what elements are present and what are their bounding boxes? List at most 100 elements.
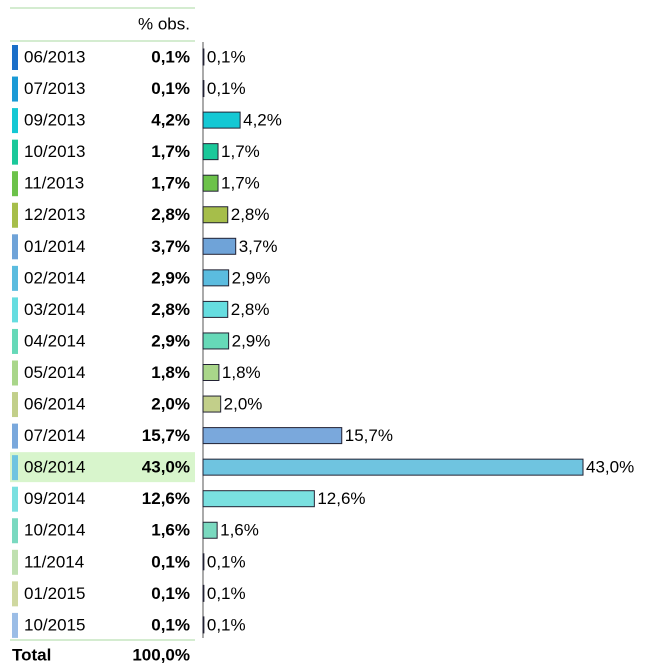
row-label: 12/2013: [24, 205, 85, 224]
bar: [202, 80, 205, 98]
row-value: 2,8%: [151, 205, 190, 224]
row-value: 3,7%: [151, 237, 190, 256]
bar: [202, 616, 205, 634]
bar-label: 0,1%: [207, 584, 246, 603]
bar: [202, 111, 241, 129]
bar: [202, 143, 219, 161]
bar-label: 2,8%: [231, 205, 270, 224]
row-value: 43,0%: [142, 458, 190, 477]
row-value: 0,1%: [151, 552, 190, 571]
bar-label: 0,1%: [207, 47, 246, 66]
row-value: 0,1%: [151, 584, 190, 603]
bar: [202, 364, 220, 381]
row-label: 08/2014: [24, 458, 85, 477]
row-swatch: [12, 76, 18, 102]
bar-label: 15,7%: [345, 426, 393, 445]
column-header: % obs.: [138, 14, 190, 33]
bar: [202, 458, 584, 476]
row-label: 05/2014: [24, 363, 85, 382]
bar: [202, 237, 237, 255]
row-value: 1,7%: [151, 174, 190, 193]
bar: [202, 490, 315, 508]
row-value: 12,6%: [142, 489, 190, 508]
row-swatch: [12, 486, 18, 512]
bar: [202, 48, 205, 66]
row-swatch: [12, 202, 18, 228]
total-label: Total: [12, 645, 51, 664]
bar: [202, 427, 343, 445]
row-label: 01/2015: [24, 584, 85, 603]
row-value: 2,8%: [151, 300, 190, 319]
row-label: 04/2014: [24, 331, 85, 350]
row-swatch: [12, 108, 18, 134]
bar-label: 0,1%: [207, 552, 246, 571]
row-swatch: [12, 297, 18, 323]
row-label: 07/2013: [24, 79, 85, 98]
row-swatch: [12, 455, 18, 481]
row-value: 0,1%: [151, 615, 190, 634]
bar: [202, 395, 222, 413]
row-swatch: [12, 360, 18, 386]
row-label: 11/2014: [24, 552, 84, 571]
row-swatch: [12, 234, 18, 260]
row-label: 10/2013: [24, 142, 85, 161]
row-label: 10/2014: [24, 521, 85, 540]
bar: [202, 521, 218, 539]
bar: [202, 174, 219, 192]
row-swatch: [12, 328, 18, 354]
row-value: 0,1%: [151, 47, 190, 66]
row-value: 2,9%: [151, 268, 190, 287]
row-label: 02/2014: [24, 268, 85, 287]
bar: [202, 553, 205, 571]
row-swatch: [12, 612, 18, 638]
bar: [202, 206, 229, 224]
row-value: 2,9%: [151, 331, 190, 350]
row-label: 11/2013: [24, 174, 84, 193]
row-label: 06/2013: [24, 47, 85, 66]
bar: [202, 300, 229, 318]
bar: [202, 269, 230, 287]
row-swatch: [12, 581, 18, 607]
row-label: 06/2014: [24, 395, 85, 414]
bar-label: 12,6%: [317, 489, 365, 508]
bar-label: 0,1%: [207, 79, 246, 98]
bar-label: 1,7%: [221, 142, 260, 161]
row-value: 1,7%: [151, 142, 190, 161]
bar-label: 2,9%: [232, 331, 271, 350]
row-swatch: [12, 45, 18, 70]
row-label: 09/2014: [24, 489, 85, 508]
bar-label: 1,7%: [221, 174, 260, 193]
bar-label: 4,2%: [243, 111, 282, 130]
row-value: 1,6%: [151, 521, 190, 540]
row-value: 4,2%: [151, 111, 190, 130]
row-label: 07/2014: [24, 426, 85, 445]
row-highlight: [10, 452, 195, 483]
bar-label: 3,7%: [239, 237, 278, 256]
bar-label: 43,0%: [586, 458, 634, 477]
row-value: 1,8%: [151, 363, 190, 382]
bar-label: 1,8%: [222, 363, 261, 382]
bar-label: 2,0%: [224, 395, 263, 414]
row-swatch: [12, 265, 18, 291]
bar: [202, 332, 230, 350]
row-label: 10/2015: [24, 615, 85, 634]
row-swatch: [12, 139, 18, 165]
row-value: 0,1%: [151, 79, 190, 98]
row-value: 2,0%: [151, 395, 190, 414]
row-value: 15,7%: [142, 426, 190, 445]
row-label: 03/2014: [24, 300, 85, 319]
bar-label: 1,6%: [220, 521, 259, 540]
row-swatch: [12, 171, 18, 197]
row-swatch: [12, 518, 18, 544]
total-value: 100,0%: [132, 645, 190, 664]
row-swatch: [12, 392, 18, 418]
bar-label: 2,8%: [231, 300, 270, 319]
bar-label: 2,9%: [232, 268, 271, 287]
row-label: 09/2013: [24, 111, 85, 130]
bar: [202, 584, 205, 602]
row-label: 01/2014: [24, 237, 85, 256]
row-swatch: [12, 423, 18, 449]
bar-label: 0,1%: [207, 615, 246, 634]
row-swatch: [12, 549, 18, 575]
